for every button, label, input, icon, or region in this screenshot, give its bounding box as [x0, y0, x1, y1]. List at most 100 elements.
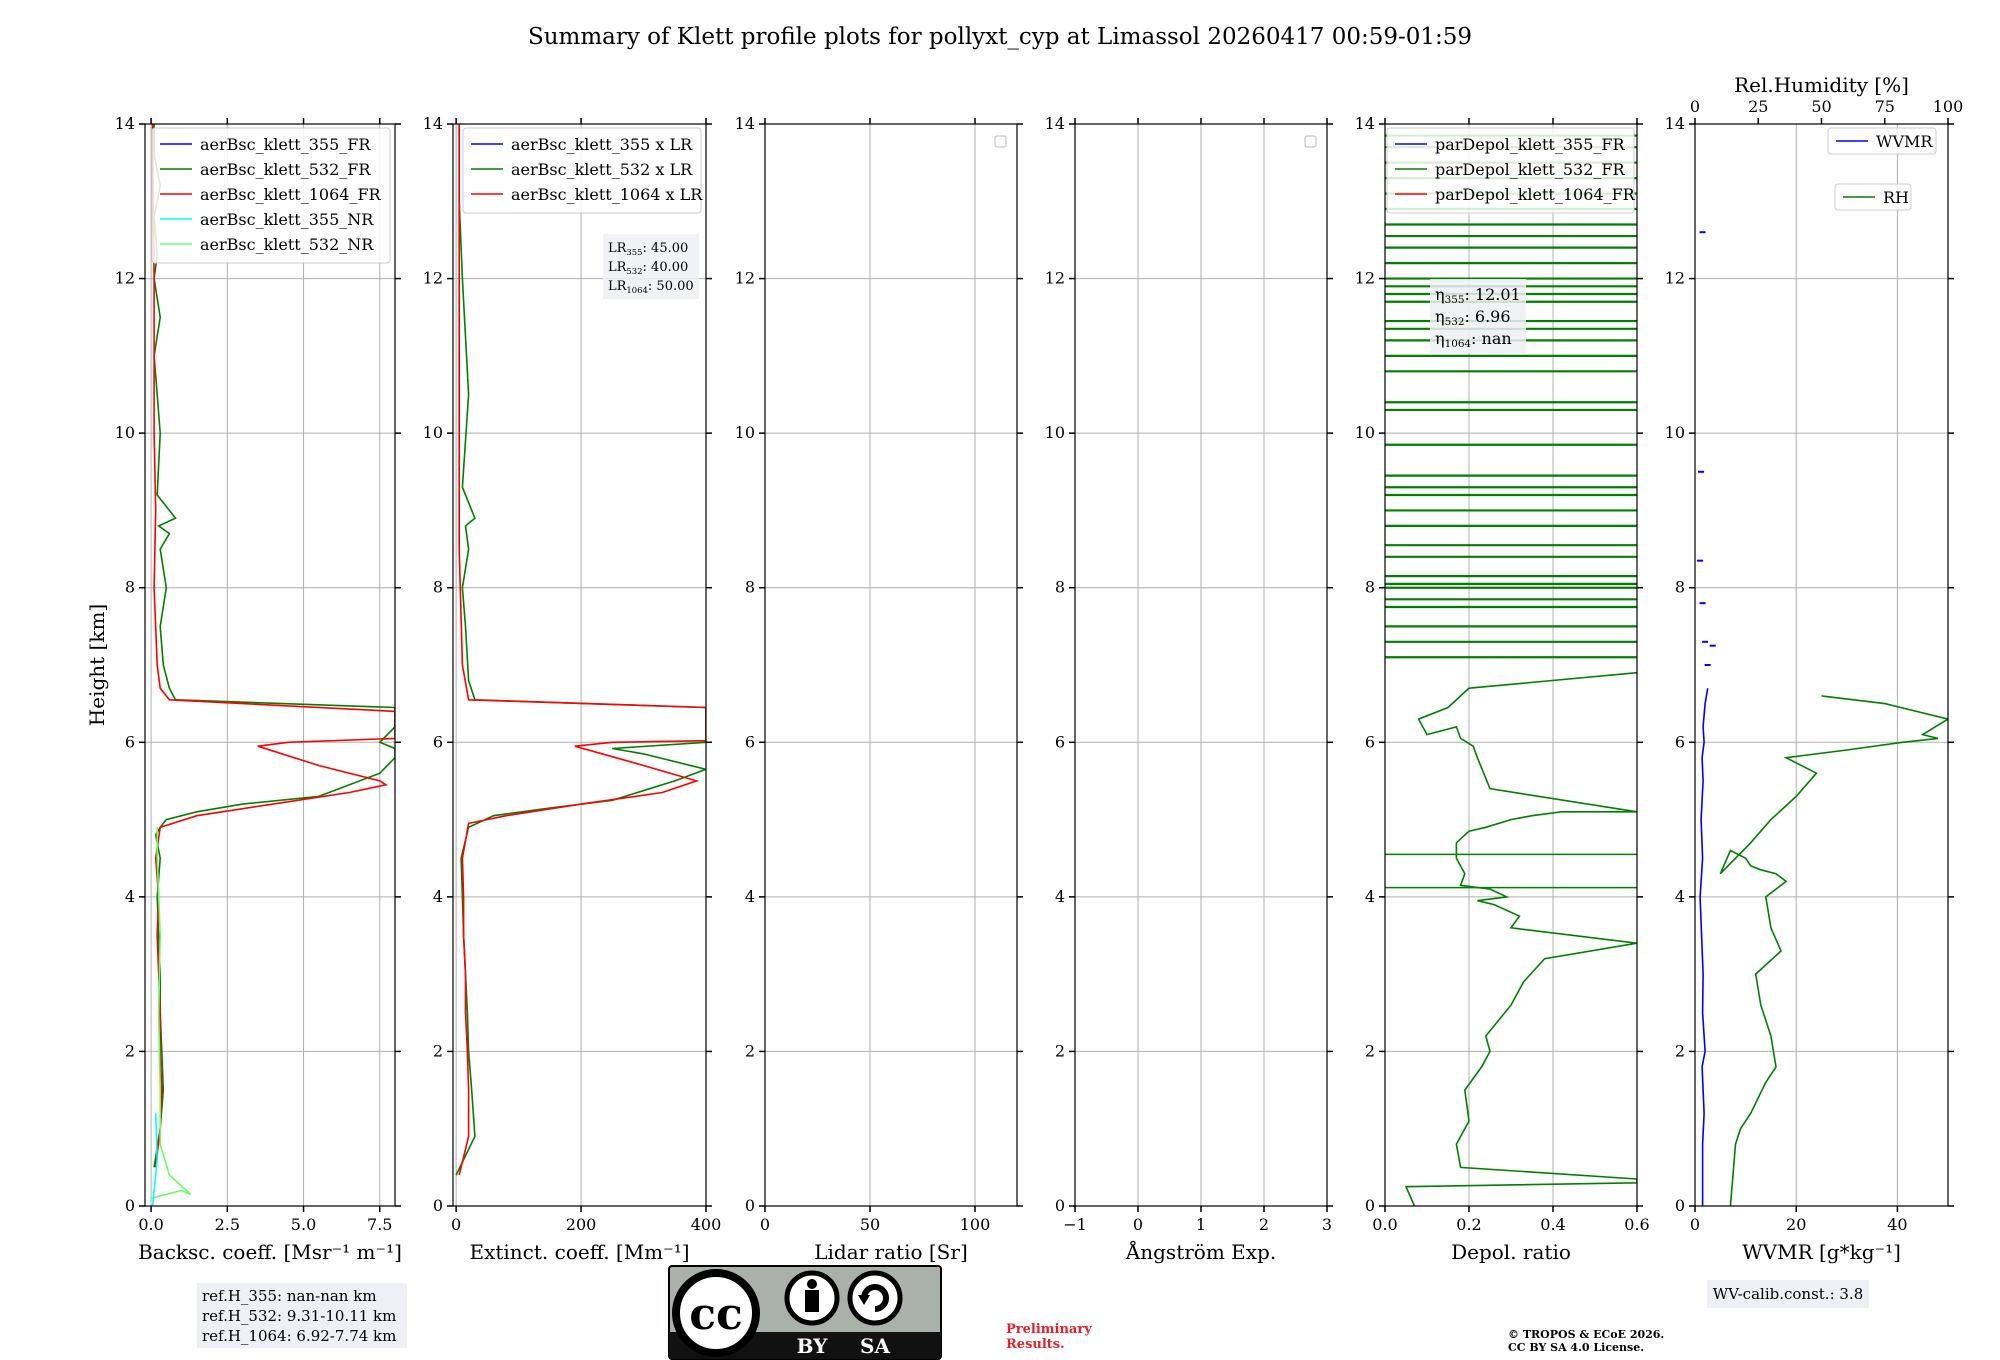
series-line-aerBsc_klett_1064_FR [151, 124, 395, 1168]
x-tick-label: 0 [1133, 1215, 1143, 1234]
copyright-line-2: CC BY SA 4.0 License. [1508, 1341, 1645, 1354]
y-axis-label: Height [km] [85, 604, 109, 726]
y-tick-label: 10 [1045, 423, 1065, 442]
y-tick-label: 8 [125, 578, 135, 597]
legend-label: aerBsc_klett_532_FR [200, 160, 371, 179]
legend-label: aerBsc_klett_1064_FR [200, 185, 382, 204]
y-tick-label: 14 [735, 114, 755, 133]
legend-label: aerBsc_klett_1064 x LR [511, 185, 703, 204]
x-tick-label: 3 [1322, 1215, 1332, 1234]
y-tick-label: 8 [1055, 578, 1065, 597]
top-x-tick-label: 50 [1811, 97, 1831, 116]
y-tick-label: 4 [1055, 887, 1065, 906]
y-tick-label: 0 [1055, 1196, 1065, 1215]
annotation-line: η355: 12.01 [1435, 285, 1521, 306]
legend-box [1827, 127, 1937, 155]
annotation-line: LR532: 40.00 [608, 260, 688, 276]
y-tick-label: 12 [1665, 269, 1685, 288]
series-line-WVMR [1699, 688, 1709, 1206]
legend-label: aerBsc_klett_355 x LR [511, 135, 693, 154]
y-tick-label: 8 [745, 578, 755, 597]
x-tick-label: 2 [1259, 1215, 1269, 1234]
panel-lidar_ratio: 0 50 100 0 2 4 6 8 10 12 14 Lidar ratio [Sr] [735, 114, 1023, 1264]
top-x-tick-label: 75 [1875, 97, 1895, 116]
y-tick-label: 4 [433, 887, 443, 906]
y-tick-label: 6 [1365, 732, 1375, 751]
y-tick-label: 0 [1675, 1196, 1685, 1215]
series-line-aerBsc_klett_355_NR [151, 1113, 159, 1206]
y-tick-label: 4 [1365, 887, 1375, 906]
y-tick-label: 12 [115, 269, 135, 288]
panel-backscatter: 0.0 2.5 5.0 7.5 0 2 4 6 8 10 12 14 Backsc. coeff. [M… [85, 114, 402, 1264]
legend-label: RH [1883, 188, 1909, 207]
figure-title: Summary of Klett profile plots for polly… [528, 24, 1472, 50]
x-tick-label: 0 [451, 1215, 461, 1234]
y-tick-label: 2 [1365, 1041, 1375, 1060]
x-tick-label: 20 [1786, 1215, 1806, 1234]
reference-height-box: ref.H_355: nan-nan km ref.H_532: 9.31-10… [197, 1283, 407, 1348]
x-tick-label: 0.6 [1624, 1215, 1649, 1234]
y-tick-label: 10 [115, 423, 135, 442]
y-tick-label: 12 [735, 269, 755, 288]
y-tick-label: 14 [1045, 114, 1065, 133]
y-tick-label: 4 [1675, 887, 1685, 906]
legend-box [462, 127, 702, 214]
x-axis-label: Ångström Exp. [1125, 1239, 1276, 1264]
y-tick-label: 10 [1665, 423, 1685, 442]
x-tick-label: −1 [1063, 1215, 1087, 1234]
legend-label: parDepol_klett_532_FR [1435, 160, 1626, 179]
annotation-line: η532: 6.96 [1435, 307, 1511, 328]
cc-text: cc [689, 1289, 743, 1340]
legend-label: parDepol_klett_355_FR [1435, 135, 1626, 154]
y-tick-label: 10 [735, 423, 755, 442]
axes-frame [1694, 123, 1949, 1207]
x-tick-label: 0.2 [1456, 1215, 1481, 1234]
y-tick-label: 12 [1355, 269, 1375, 288]
series-group [150, 124, 395, 1206]
y-tick-label: 14 [423, 114, 443, 133]
y-tick-label: 2 [433, 1041, 443, 1060]
annotation-line: η1064: nan [1435, 329, 1512, 350]
legend-label: aerBsc_klett_355_NR [200, 210, 374, 229]
y-tick-label: 12 [1045, 269, 1065, 288]
series-line-aerBsc_klett_1064 x LR [458, 124, 706, 1176]
y-tick-label: 14 [115, 114, 135, 133]
y-tick-label: 14 [1665, 114, 1685, 133]
ref-height-355: ref.H_355: nan-nan km [202, 1287, 377, 1305]
annotation-line: LR1064: 50.00 [608, 279, 694, 295]
x-tick-label: 400 [691, 1215, 722, 1234]
legend-label: aerBsc_klett_532 x LR [511, 160, 693, 179]
x-tick-label: 0 [1690, 1215, 1700, 1234]
y-tick-label: 6 [1675, 732, 1685, 751]
top-x-axis-label: Rel.Humidity [%] [1734, 73, 1909, 97]
axes-frame [1384, 123, 1638, 1207]
x-tick-label: 7.5 [367, 1215, 392, 1234]
x-tick-label: 2.5 [215, 1215, 240, 1234]
x-tick-label: 5.0 [291, 1215, 316, 1234]
axes-frame [452, 123, 707, 1207]
y-tick-label: 6 [433, 732, 443, 751]
y-tick-label: 0 [433, 1196, 443, 1215]
x-axis-label: WVMR [g*kg⁻¹] [1742, 1240, 1901, 1264]
copyright-note: © TROPOS & ECoE 2026. CC BY SA 4.0 Licen… [1508, 1328, 1664, 1354]
x-tick-label: 0.4 [1540, 1215, 1565, 1234]
ref-height-532: ref.H_532: 9.31-10.11 km [202, 1307, 397, 1325]
series-line-aerBsc_klett_532_FR [153, 124, 395, 1168]
preliminary-results-note: Preliminary Results. [1006, 1322, 1092, 1352]
axes-frame [144, 123, 396, 1207]
x-tick-label: 0 [760, 1215, 770, 1234]
y-tick-label: 12 [423, 269, 443, 288]
annotation-line: LR355: 45.00 [608, 241, 688, 257]
x-tick-label: 200 [566, 1215, 597, 1234]
cc-icon [672, 1269, 760, 1357]
cc-license-badge: cc BY SA [668, 1265, 942, 1360]
x-tick-label: 0.0 [1372, 1215, 1397, 1234]
y-tick-label: 10 [423, 423, 443, 442]
axes-frame [764, 123, 1018, 1207]
x-axis-label: Extinct. coeff. [Mm⁻¹] [469, 1240, 689, 1264]
panel-depol: 0.0 0.2 0.4 0.6 0 2 4 6 8 10 12 14 Depol. ratio parDe… [1355, 114, 1650, 1264]
ref-height-1064: ref.H_1064: 6.92-7.74 km [202, 1327, 397, 1345]
